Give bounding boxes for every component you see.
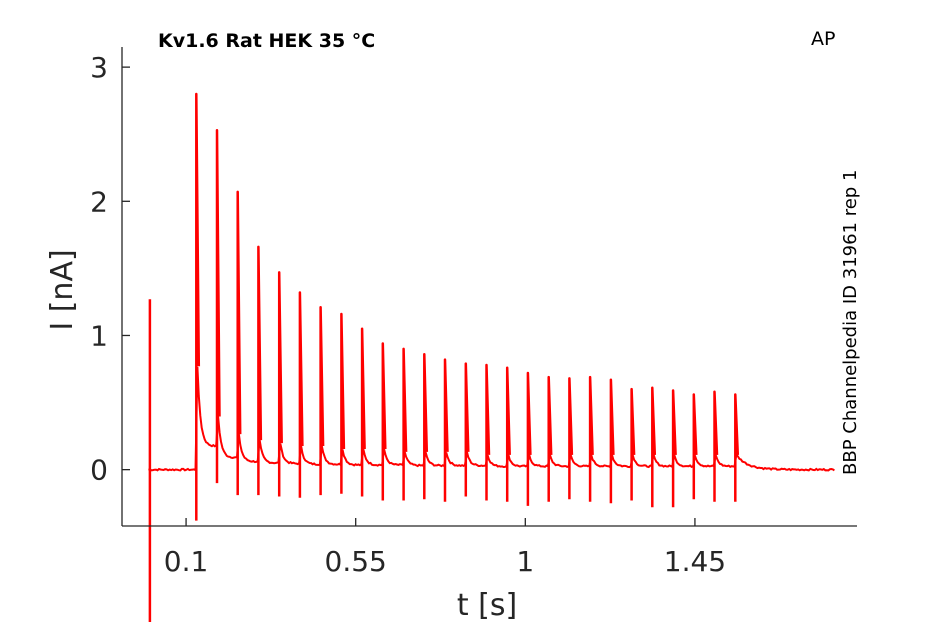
x-tick-label: 1: [516, 545, 534, 578]
y-tick-label: 3: [90, 51, 108, 84]
chart-title: Kv1.6 Rat HEK 35 °C: [158, 30, 375, 52]
y-tick-label: 2: [90, 185, 108, 218]
y-tick-label: 0: [90, 454, 108, 487]
y-axis-label: I [nA]: [45, 249, 80, 330]
x-tick-label: 1.45: [664, 545, 726, 578]
y-tick-label: 1: [90, 319, 108, 352]
x-tick-label: 0.55: [325, 545, 387, 578]
x-axis-label: t [s]: [457, 588, 517, 623]
protocol-label: AP: [811, 28, 835, 50]
x-tick-label: 0.1: [164, 545, 209, 578]
source-id-label: BBP Channelpedia ID 31961 rep 1: [840, 170, 861, 475]
